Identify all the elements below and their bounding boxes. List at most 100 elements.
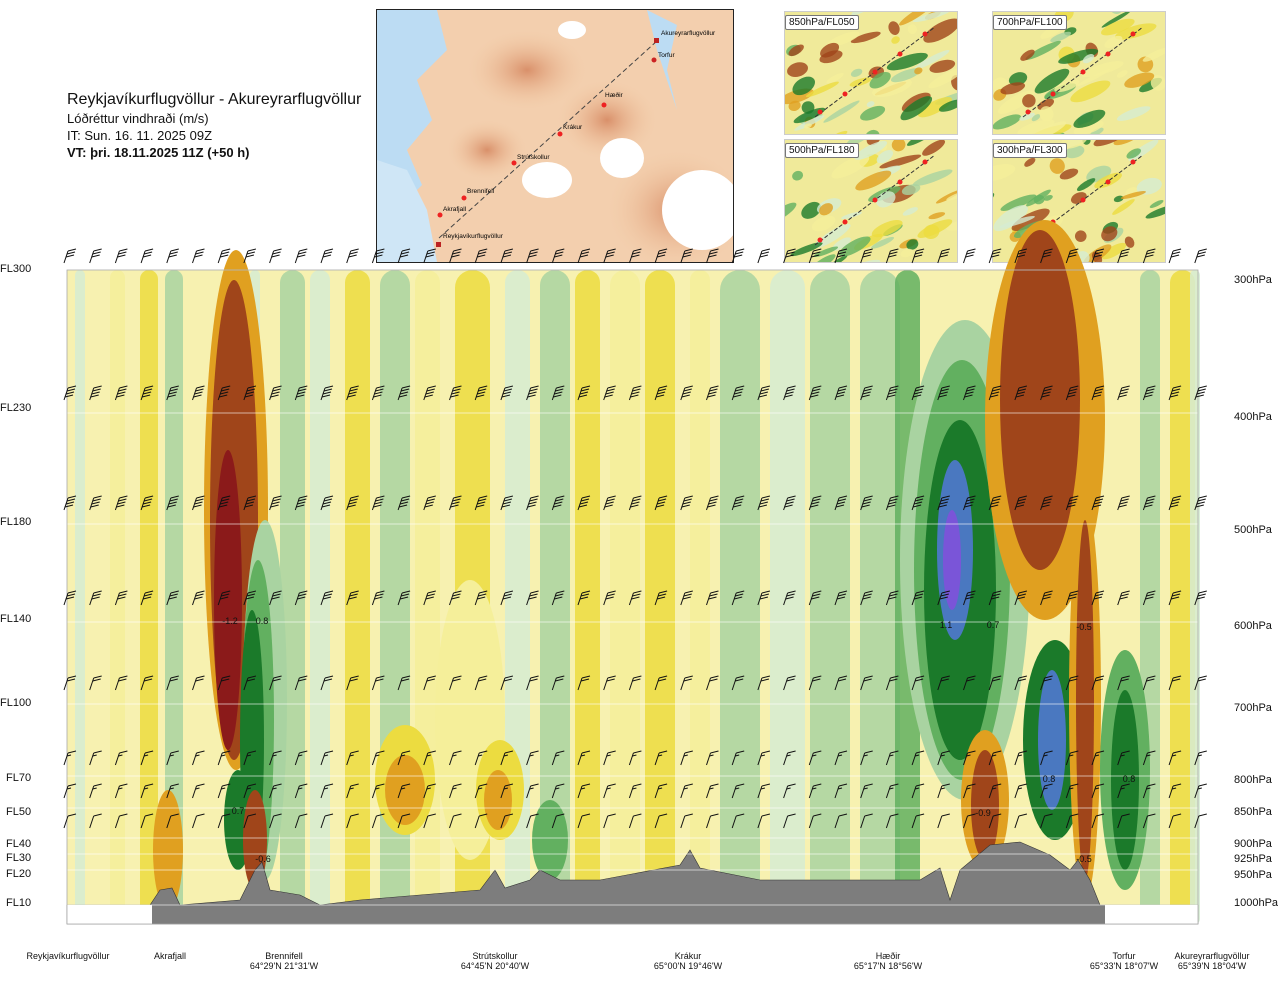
wind-barb <box>371 783 385 799</box>
thumbnail-field <box>846 140 875 147</box>
wind-barb <box>397 385 411 401</box>
wind-barb <box>397 813 411 829</box>
wind-barb <box>603 813 616 829</box>
thumbnail-label: 700hPa/FL100 <box>993 15 1067 30</box>
wind-barb <box>526 675 539 691</box>
wind-barb <box>1194 675 1207 691</box>
wind-barb <box>603 248 616 264</box>
wind-barb <box>937 495 950 511</box>
title-block: Reykjavíkurflugvöllur - Akureyrarflugvöl… <box>67 90 361 161</box>
thumbnail-label: 500hPa/FL180 <box>785 143 859 158</box>
hpa-label: 800hPa <box>1234 774 1272 786</box>
thumbnail-waypoint <box>1025 109 1031 115</box>
wind-barb <box>937 248 950 264</box>
fl-label: FL10 <box>6 897 32 909</box>
thumbnail-field <box>1050 31 1072 43</box>
thumbnail-field <box>1101 12 1131 28</box>
thumbnail-field <box>902 207 918 216</box>
thumbnail-field <box>871 220 903 238</box>
field-band <box>610 270 640 924</box>
thumbnail-field <box>826 73 844 84</box>
fl-label: FL20 <box>6 868 32 880</box>
thumbnail-500hpa[interactable]: 500hPa/FL180 <box>784 139 958 263</box>
station-coord: 65°17'N 18°56'W <box>853 961 923 971</box>
wind-barb <box>243 675 257 691</box>
wind-barb <box>834 590 848 606</box>
wind-barb <box>706 783 719 799</box>
wind-barb <box>192 813 205 829</box>
wind-barb <box>1142 783 1156 799</box>
thumbnail-field <box>1008 72 1028 86</box>
wind-barb <box>346 783 359 799</box>
wind-barb <box>346 590 359 606</box>
thumbnail-field <box>820 42 840 58</box>
hpa-label: 850hPa <box>1234 806 1272 818</box>
wind-barb <box>166 675 179 691</box>
wind-barb <box>1117 248 1130 264</box>
field-band <box>345 270 370 924</box>
wind-barb <box>423 783 436 799</box>
thumbnail-field <box>793 107 826 124</box>
wind-barb <box>885 495 899 511</box>
thumbnail-field <box>1031 114 1041 122</box>
wind-barb <box>192 590 205 606</box>
wind-barb <box>371 495 385 511</box>
wind-barb <box>577 813 591 829</box>
thumbnail-field <box>854 140 888 160</box>
thumbnail-field <box>790 242 823 257</box>
thumbnail-850hpa[interactable]: 850hPa/FL050 <box>784 11 958 135</box>
wind-barb <box>166 385 179 401</box>
thumbnail-field <box>787 62 808 77</box>
wind-barb <box>551 385 565 401</box>
wind-barb <box>783 675 796 691</box>
wind-barb <box>423 495 436 511</box>
wind-barb <box>911 495 925 511</box>
wind-barb <box>269 813 282 829</box>
extremum-label: 0.7 <box>232 806 245 816</box>
thumbnail-field <box>901 184 921 196</box>
wind-barb <box>294 385 308 401</box>
thumbnail-field <box>1000 194 1037 211</box>
hpa-label: 950hPa <box>1234 869 1272 881</box>
extremum-label: 0.7 <box>987 620 1000 630</box>
thumbnail-field <box>917 219 953 238</box>
thumbnail-field <box>1060 140 1088 149</box>
station-label: Reykjavíkurflugvöllur <box>26 951 109 961</box>
wind-barb <box>1168 750 1182 766</box>
wind-barb <box>628 783 642 799</box>
wind-barb <box>371 813 385 829</box>
wind-barb <box>628 813 642 829</box>
wind-barb <box>294 783 308 799</box>
wind-barb <box>731 783 745 799</box>
wind-barb <box>320 385 334 401</box>
wind-barb <box>706 385 719 401</box>
thumbnail-700hpa[interactable]: 700hPa/FL100 <box>992 11 1166 135</box>
thumbnail-field <box>1000 82 1026 95</box>
wind-barb <box>1014 495 1028 511</box>
wind-barb <box>988 495 1002 511</box>
thumbnail-field <box>1070 80 1111 103</box>
route-title: Reykjavíkurflugvöllur - Akureyrarflugvöl… <box>67 91 362 108</box>
wind-barb <box>577 385 591 401</box>
wind-barb <box>834 385 848 401</box>
wind-barb <box>449 813 462 829</box>
thumbnail-field <box>1126 148 1141 159</box>
thumbnail-waypoint <box>1105 51 1111 57</box>
wind-barb <box>114 495 128 511</box>
wind-barb <box>577 750 591 766</box>
wind-barb <box>988 675 1002 691</box>
thumbnail-field <box>1082 53 1095 64</box>
station-label: Hæðir 65°17'N 18°56'W <box>854 951 922 971</box>
wind-barb <box>397 590 411 606</box>
thumbnail-300hpa[interactable]: 300hPa/FL300 <box>992 139 1166 263</box>
wind-barb <box>1014 675 1028 691</box>
wind-barb <box>1065 783 1079 799</box>
thumbnail-field <box>935 189 957 204</box>
wind-barb <box>217 783 231 799</box>
wind-barb <box>1194 750 1207 766</box>
wind-barb <box>449 385 462 401</box>
wind-barb <box>885 675 899 691</box>
thumbnail-field <box>1074 230 1087 242</box>
updraft-core <box>1111 690 1139 870</box>
wind-barb <box>860 495 873 511</box>
